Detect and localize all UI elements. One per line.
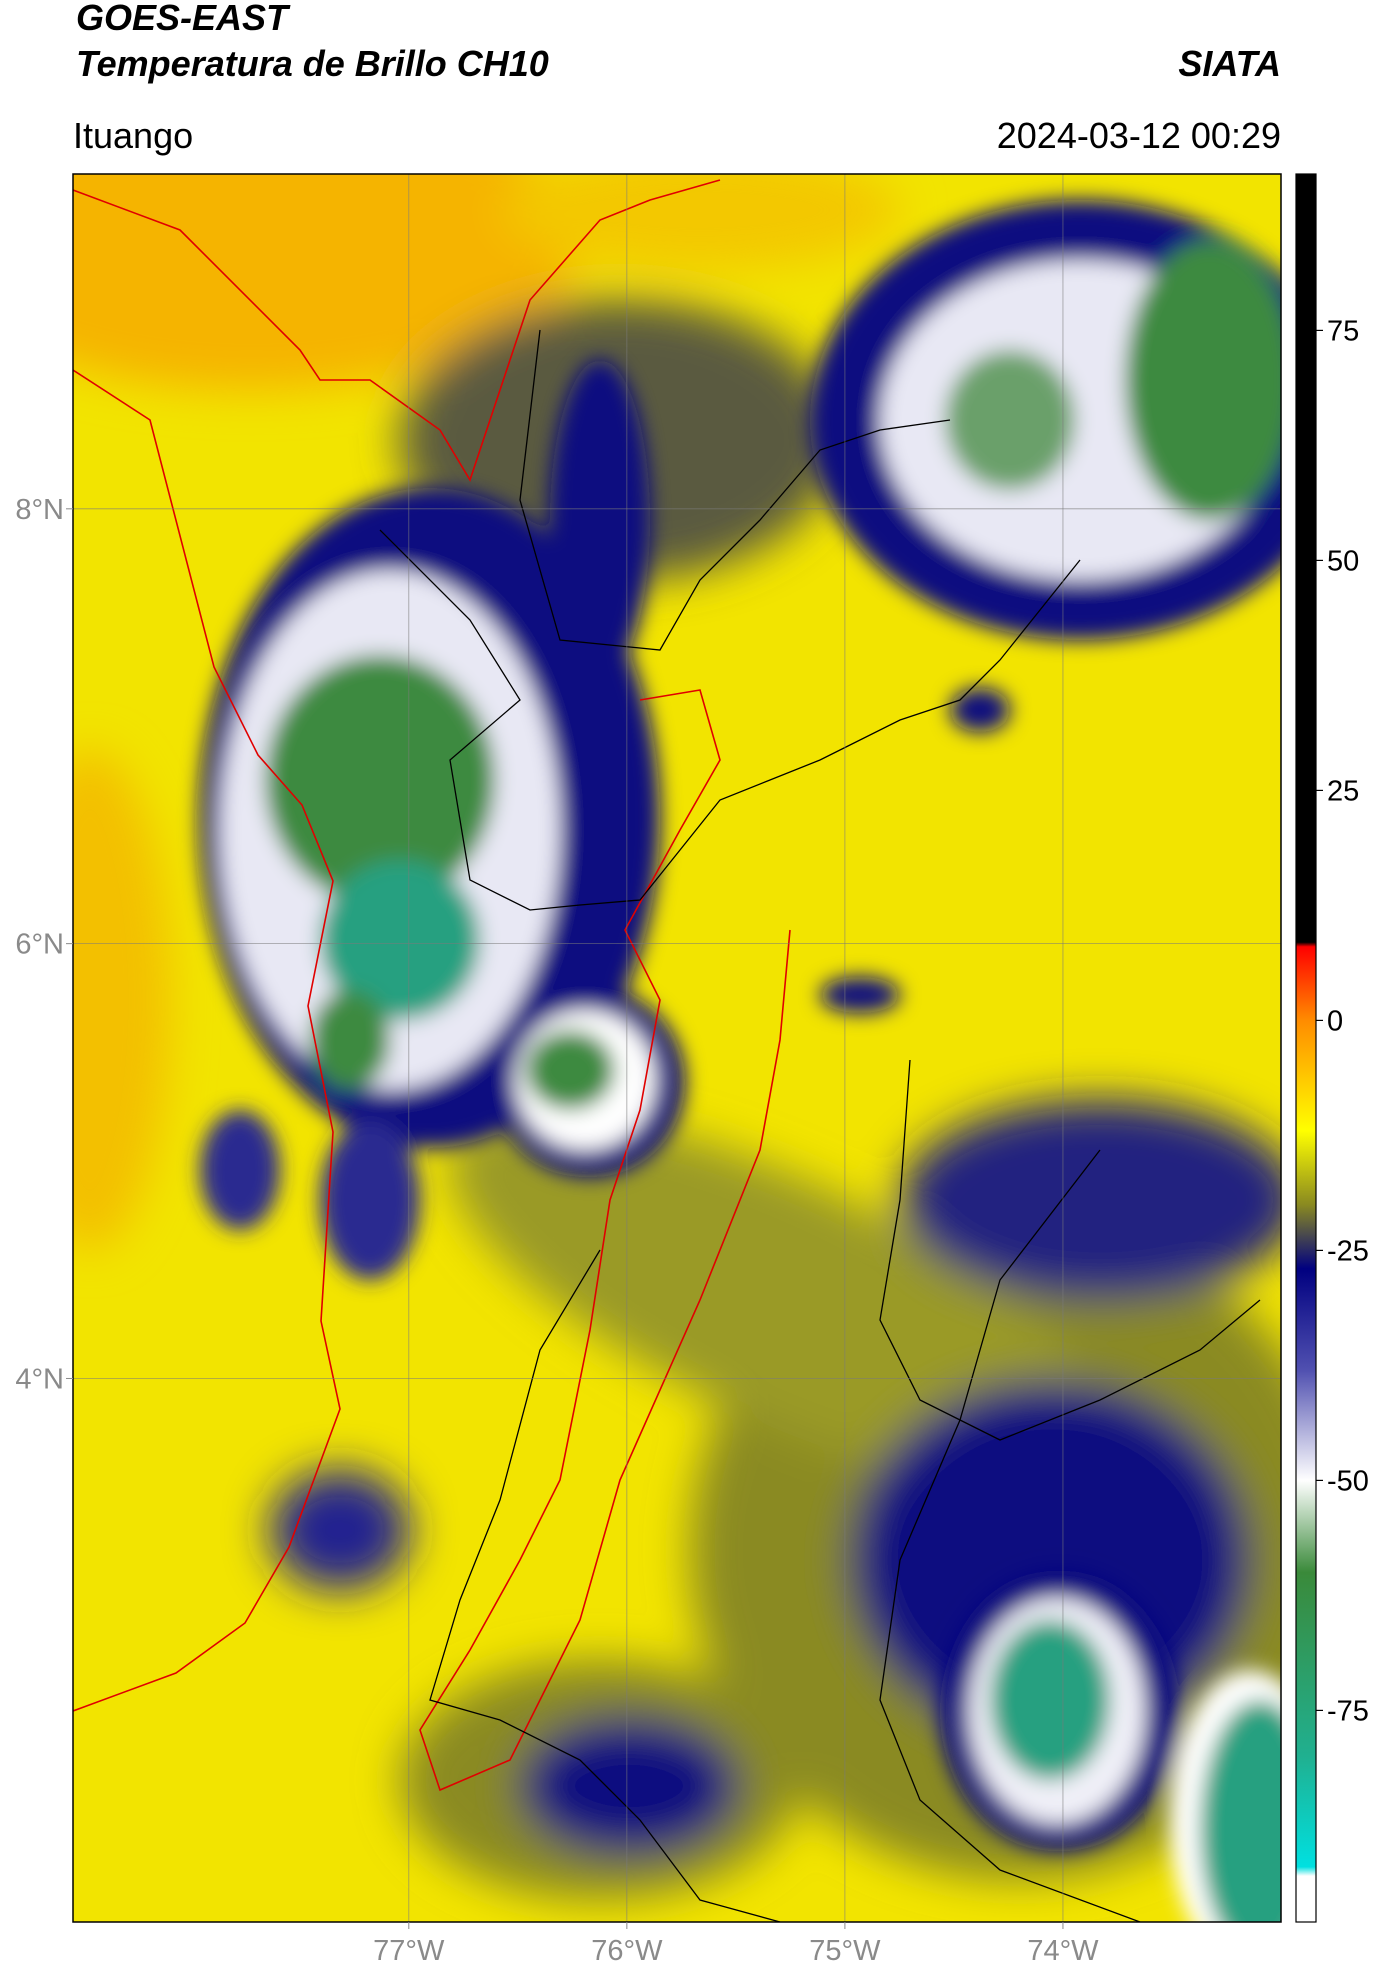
cloud-cores bbox=[200, 200, 1281, 1922]
region-border bbox=[519, 329, 951, 651]
colorbar bbox=[1295, 173, 1317, 1923]
location: Ituango bbox=[73, 115, 193, 156]
colorbar-tick-label: -50 bbox=[1327, 1465, 1369, 1497]
map-frame bbox=[72, 173, 1282, 1923]
coastline bbox=[73, 179, 721, 482]
colorbar-tick-label: -75 bbox=[1327, 1695, 1369, 1727]
coastline bbox=[73, 369, 341, 1712]
lon-label: 76°W bbox=[591, 1935, 663, 1967]
region-border bbox=[879, 1149, 1141, 1922]
source: SIATA bbox=[1178, 43, 1281, 84]
graticule bbox=[73, 174, 1281, 1922]
colorbar-tick-label: -25 bbox=[1327, 1235, 1369, 1267]
lat-label: 4°N bbox=[15, 1363, 64, 1395]
subtitle: Temperatura de Brillo CH10 bbox=[76, 43, 549, 84]
colorbar-tick-label: 50 bbox=[1327, 545, 1359, 577]
lon-label: 74°W bbox=[1027, 1935, 1099, 1967]
colorbar-tick-label: 0 bbox=[1327, 1005, 1343, 1037]
lon-label: 75°W bbox=[809, 1935, 881, 1967]
map-image bbox=[73, 174, 1281, 1922]
lon-label: 77°W bbox=[373, 1935, 445, 1967]
region-border bbox=[419, 689, 791, 1792]
lat-label: 6°N bbox=[15, 929, 64, 961]
region-border bbox=[429, 1249, 781, 1922]
colorbar-tick-label: 25 bbox=[1327, 775, 1359, 807]
colorbar-tick-label: 75 bbox=[1327, 315, 1359, 347]
region-border bbox=[379, 529, 1081, 911]
timestamp: 2024-03-12 00:29 bbox=[997, 115, 1281, 156]
title: GOES-EAST bbox=[76, 0, 291, 38]
lat-label: 8°N bbox=[15, 494, 64, 526]
